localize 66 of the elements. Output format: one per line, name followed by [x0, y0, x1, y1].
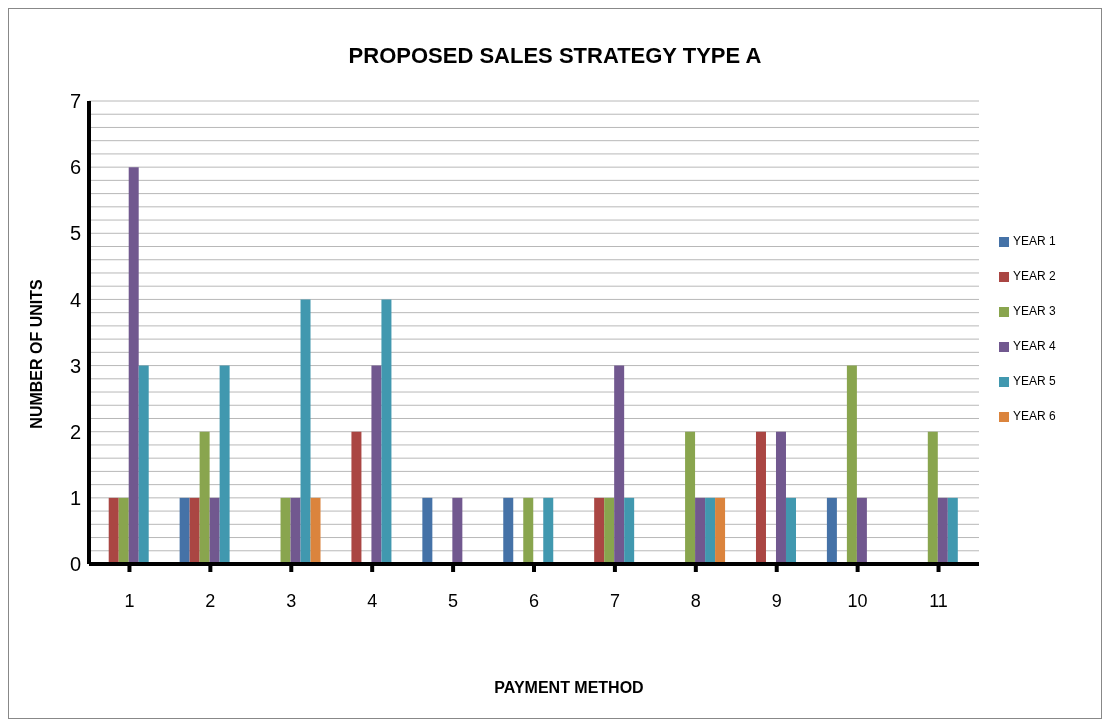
y-tick-label: 7	[69, 90, 81, 113]
bar	[108, 497, 119, 564]
y-tick-label: 5	[69, 222, 81, 245]
bar	[189, 497, 200, 564]
bar	[128, 167, 139, 564]
bar	[927, 431, 938, 564]
x-tick-label: 4	[367, 590, 378, 611]
legend-label: YEAR 3	[1013, 304, 1056, 318]
bar	[199, 431, 210, 564]
x-tick-label: 1	[124, 590, 135, 611]
bar	[310, 497, 321, 564]
x-tick-label: 6	[528, 590, 540, 611]
bar	[118, 497, 129, 564]
bar	[604, 497, 615, 564]
x-tick-label: 10	[847, 590, 868, 611]
y-tick-label: 1	[69, 486, 81, 509]
bar	[846, 365, 857, 564]
x-tick-label: 11	[929, 590, 948, 611]
bar	[219, 365, 230, 564]
bar	[179, 497, 190, 564]
bar	[280, 497, 291, 564]
y-tick-label: 2	[69, 420, 81, 443]
legend-label: YEAR 4	[1013, 339, 1056, 353]
legend-label: YEAR 2	[1013, 269, 1056, 283]
bar	[826, 497, 837, 564]
y-tick-label: 6	[69, 156, 81, 179]
bar	[624, 497, 635, 564]
bar	[594, 497, 605, 564]
x-tick-label: 8	[690, 590, 701, 611]
bar	[705, 497, 716, 564]
y-tick-label: 4	[69, 288, 81, 311]
bar	[937, 497, 948, 564]
bar	[209, 497, 220, 564]
bar	[695, 497, 706, 564]
x-tick-label: 9	[771, 590, 782, 611]
bar	[755, 431, 766, 564]
y-tick-label: 0	[69, 553, 81, 576]
x-axis-title: PAYMENT METHOD	[493, 679, 645, 697]
bar	[947, 497, 958, 564]
bar	[523, 497, 534, 564]
y-tick-label: 3	[69, 354, 81, 377]
bar	[715, 497, 726, 564]
bar	[300, 299, 311, 564]
x-tick-label: 3	[286, 590, 297, 611]
bar	[290, 497, 301, 564]
legend-label: YEAR 6	[1013, 409, 1056, 423]
x-tick-label: 2	[205, 590, 216, 611]
legend-label: YEAR 5	[1013, 374, 1056, 388]
bar	[351, 431, 362, 564]
bar	[138, 365, 149, 564]
chart-title: PROPOSED SALES STRATEGY TYPE A	[347, 43, 763, 69]
y-axis-title: NUMBER OF UNITS	[28, 279, 46, 429]
bar	[381, 299, 392, 564]
x-tick-label: 7	[609, 590, 620, 611]
bar	[503, 497, 514, 564]
bar	[785, 497, 796, 564]
bar	[775, 431, 786, 564]
legend-label: YEAR 1	[1013, 234, 1056, 248]
bar	[452, 497, 463, 564]
x-tick-label: 5	[448, 590, 459, 611]
bar	[371, 365, 382, 564]
bar	[685, 431, 696, 564]
bar	[614, 365, 625, 564]
bar	[543, 497, 554, 564]
bar	[422, 497, 433, 564]
bar	[856, 497, 867, 564]
